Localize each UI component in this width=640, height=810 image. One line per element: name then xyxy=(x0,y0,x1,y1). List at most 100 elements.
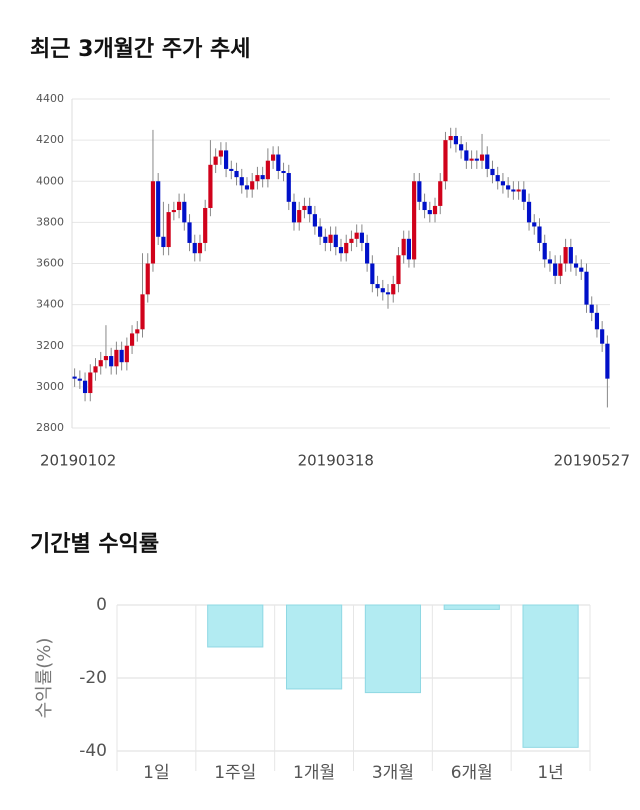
candle-body xyxy=(114,349,119,367)
candle-body xyxy=(479,154,485,161)
candle-body xyxy=(349,238,354,243)
y-tick-label: 3800 xyxy=(36,215,64,228)
candle-body xyxy=(432,205,438,215)
candle-body xyxy=(150,181,156,264)
candle-body xyxy=(166,212,171,248)
x-tick-label: 6개월 xyxy=(451,763,493,783)
candle-body xyxy=(333,234,338,248)
x-tick-label: 1주일 xyxy=(214,763,256,783)
candle-body xyxy=(438,181,443,206)
candle-body xyxy=(328,234,333,243)
candle-body xyxy=(229,168,234,171)
candle-body xyxy=(88,372,93,394)
bar xyxy=(364,604,422,694)
candle-body xyxy=(302,205,307,211)
candle-body xyxy=(223,150,229,169)
candle-body xyxy=(391,284,396,295)
x-tick-label: 1일 xyxy=(143,763,169,783)
candle-body xyxy=(239,177,244,186)
candle-body xyxy=(271,154,276,161)
candle-body xyxy=(464,150,469,161)
bar xyxy=(522,604,579,748)
y-tick-label: 4000 xyxy=(36,174,64,187)
y-tick-label: 2800 xyxy=(36,421,64,434)
candle-body xyxy=(579,267,584,272)
candle-body xyxy=(156,181,161,237)
candle-body xyxy=(82,380,88,394)
candle-body xyxy=(124,345,129,363)
x-tick-label: 20190527 xyxy=(554,452,630,470)
candle-body xyxy=(401,238,406,256)
candle-body xyxy=(553,263,558,276)
candle-body xyxy=(312,214,317,227)
candle-body xyxy=(344,242,349,254)
candle-body xyxy=(370,263,375,285)
candle-body xyxy=(338,247,344,254)
candle-body xyxy=(119,349,124,363)
candle-body xyxy=(93,366,98,373)
candle-body xyxy=(396,255,401,285)
candle-body xyxy=(427,210,432,215)
candle-body xyxy=(286,173,291,202)
candle-body xyxy=(375,284,380,289)
x-tick-label: 20190318 xyxy=(298,452,374,470)
candle-body xyxy=(98,360,103,367)
candle-body xyxy=(176,201,182,211)
bar xyxy=(285,604,343,690)
candle-body xyxy=(297,210,302,223)
candle-body xyxy=(129,333,135,346)
candle-body xyxy=(187,222,192,243)
y-tick-label: -40 xyxy=(79,741,107,761)
y-axis-label: 수익률(%) xyxy=(34,638,55,719)
candle-body xyxy=(495,175,500,182)
candle-body xyxy=(255,175,260,182)
y-tick-label: 4200 xyxy=(36,133,64,146)
candle-body xyxy=(568,247,573,264)
candle-body xyxy=(77,378,82,381)
candle-body xyxy=(354,232,359,239)
candle-body xyxy=(600,329,605,344)
candle-body xyxy=(594,312,600,330)
y-tick-label: 3400 xyxy=(36,298,64,311)
candle-body xyxy=(558,263,563,276)
candle-body xyxy=(417,181,422,202)
candle-body xyxy=(260,175,265,180)
candle-body xyxy=(192,242,197,254)
candle-body xyxy=(171,210,176,213)
candle-body xyxy=(380,288,385,293)
candle-body xyxy=(359,232,364,243)
candle-body xyxy=(244,185,250,190)
candle-body xyxy=(485,154,490,169)
candle-body xyxy=(605,343,610,379)
candle-body xyxy=(182,201,187,223)
candle-body xyxy=(459,144,464,151)
candle-body xyxy=(265,160,270,180)
candle-body xyxy=(573,263,579,268)
candle-body xyxy=(469,158,474,161)
candle-body xyxy=(526,201,532,223)
candle-body xyxy=(474,158,479,161)
candle-body xyxy=(506,185,511,190)
candle-body xyxy=(537,226,542,243)
candle-body xyxy=(323,236,328,243)
candle-body xyxy=(443,140,448,182)
candle-body xyxy=(453,136,459,145)
candle-body xyxy=(250,181,255,190)
y-tick-label: 4400 xyxy=(36,92,64,105)
y-tick-label: -20 xyxy=(79,668,107,688)
y-tick-label: 3600 xyxy=(36,257,64,270)
x-tick-label: 3개월 xyxy=(372,763,414,783)
bar xyxy=(443,604,500,610)
candle-body xyxy=(406,238,411,260)
candle-body xyxy=(72,376,77,379)
candle-body xyxy=(511,189,516,192)
candle-body xyxy=(203,207,208,243)
candle-body xyxy=(140,294,145,330)
candle-body xyxy=(234,170,239,178)
y-tick-label: 3000 xyxy=(36,380,64,393)
candle-body xyxy=(490,168,495,176)
candle-body xyxy=(412,181,417,260)
candle-body xyxy=(584,271,589,305)
